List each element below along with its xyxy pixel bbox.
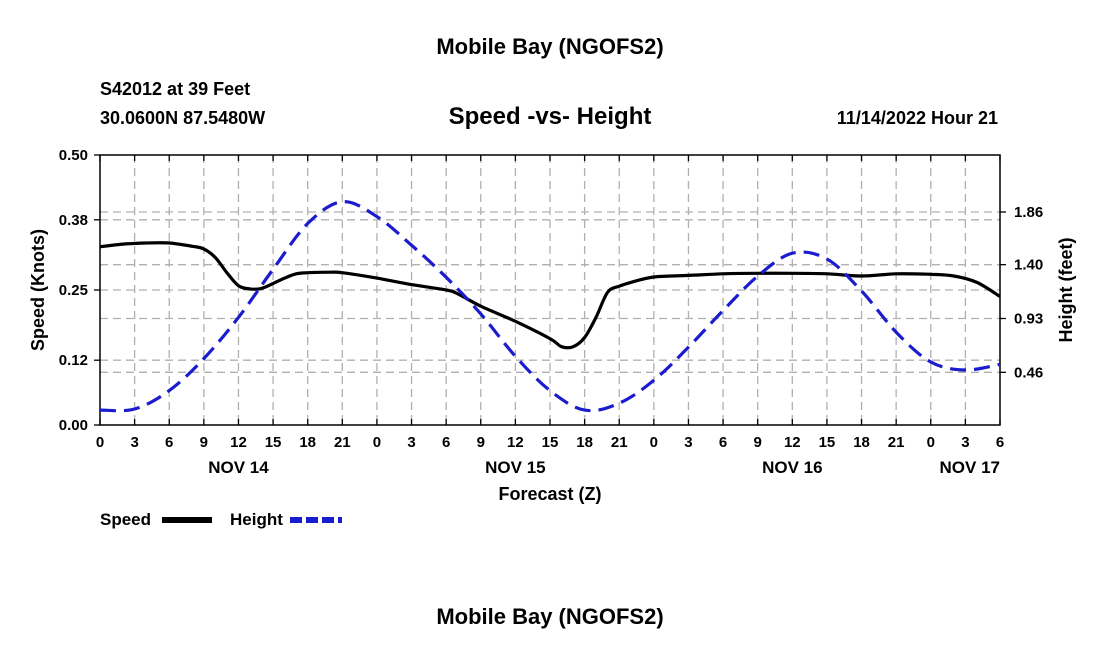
- x-tick-label: 21: [334, 434, 351, 451]
- x-tick-label: 6: [165, 434, 173, 451]
- x-tick-label: 0: [96, 434, 104, 451]
- y-tick-label: 0.50: [59, 147, 88, 164]
- x-tick-label: 6: [442, 434, 450, 451]
- date-label: NOV 14: [208, 458, 269, 477]
- x-tick-label: 12: [507, 434, 524, 451]
- speed-series-line: [99, 241, 1001, 350]
- x-tick-label: 15: [542, 434, 559, 451]
- date-label: NOV 17: [940, 458, 1000, 477]
- legend-speed-label: Speed: [100, 510, 151, 529]
- legend-height-label: Height: [230, 510, 283, 529]
- date-label: NOV 15: [485, 458, 545, 477]
- x-tick-label: 18: [853, 434, 870, 451]
- height-series-line: [99, 200, 1001, 413]
- y-tick-label: 0.38: [59, 212, 88, 229]
- y2-tick-label: 0.93: [1014, 311, 1043, 328]
- x-tick-label: 9: [754, 434, 762, 451]
- x-axis-label: Forecast (Z): [498, 484, 601, 504]
- forecast-datetime: 11/14/2022 Hour 21: [837, 108, 998, 128]
- y-tick-label: 0.00: [59, 417, 88, 434]
- x-tick-label: 21: [611, 434, 628, 451]
- x-tick-label: 9: [200, 434, 208, 451]
- y-axis-label: Speed (Knots): [28, 229, 48, 351]
- x-tick-label: 21: [888, 434, 905, 451]
- x-tick-label: 3: [684, 434, 692, 451]
- grid: [100, 155, 1000, 425]
- chart-subtitle: Speed -vs- Height: [449, 103, 652, 130]
- x-tick-label: 0: [650, 434, 658, 451]
- x-tick-label: 9: [477, 434, 485, 451]
- x-tick-label: 18: [576, 434, 593, 451]
- y2-tick-label: 0.46: [1014, 364, 1043, 381]
- x-tick-label: 0: [927, 434, 935, 451]
- x-tick-label: 3: [130, 434, 138, 451]
- x-tick-label: 6: [996, 434, 1004, 451]
- series: [99, 200, 1001, 413]
- y2-tick-label: 1.86: [1014, 204, 1043, 221]
- y-tick-label: 0.12: [59, 352, 88, 369]
- y-tick-label: 0.25: [59, 282, 88, 299]
- x-tick-label: 0: [373, 434, 381, 451]
- x-tick-label: 18: [299, 434, 316, 451]
- date-label: NOV 16: [762, 458, 822, 477]
- x-tick-label: 15: [265, 434, 282, 451]
- x-tick-label: 12: [784, 434, 801, 451]
- station-label: S42012 at 39 Feet: [100, 79, 250, 99]
- y2-tick-label: 1.40: [1014, 257, 1043, 274]
- y2-axis-label: Height (feet): [1056, 238, 1076, 343]
- x-tick-label: 12: [230, 434, 247, 451]
- x-tick-label: 15: [819, 434, 836, 451]
- x-tick-label: 6: [719, 434, 727, 451]
- page-title: Mobile Bay (NGOFS2): [436, 34, 663, 59]
- repeated-page-title: Mobile Bay (NGOFS2): [436, 604, 663, 629]
- x-tick-label: 3: [407, 434, 415, 451]
- legend: Speed Height: [100, 510, 342, 529]
- coordinates-label: 30.0600N 87.5480W: [100, 108, 265, 128]
- x-tick-label: 3: [961, 434, 969, 451]
- axes: 0 3 6 9 12 15 18 21 0 3 6 9 12 15 18 21 0 3 6 9 12 15 18 21 0 3 6 0…: [59, 147, 1043, 477]
